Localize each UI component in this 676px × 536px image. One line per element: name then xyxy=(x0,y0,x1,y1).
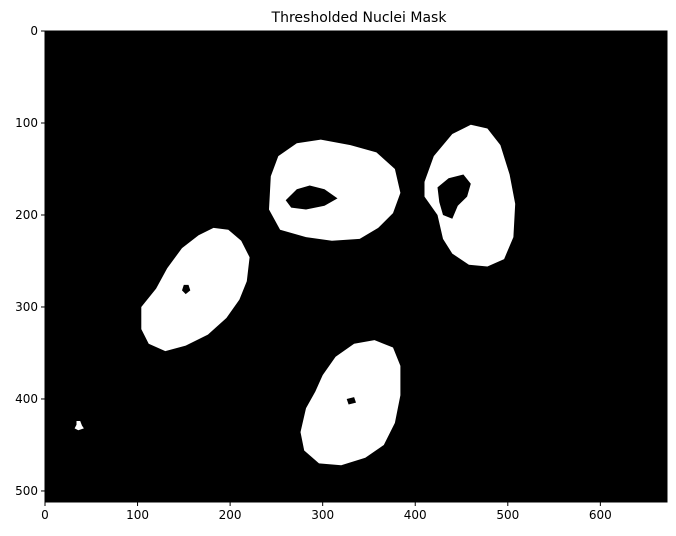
y-tick-label: 300 xyxy=(15,300,38,314)
x-axis: 0 100 200 300 400 500 600 xyxy=(41,502,612,522)
x-tick-label: 100 xyxy=(126,508,149,522)
speck xyxy=(74,421,84,431)
x-tick-label: 500 xyxy=(496,508,519,522)
nucleus-2 xyxy=(269,139,401,241)
nucleus-1 xyxy=(141,227,250,352)
y-tick-label: 400 xyxy=(15,392,38,406)
axes-frame xyxy=(44,30,668,503)
y-tick-label: 100 xyxy=(15,116,38,130)
x-tick-label: 200 xyxy=(219,508,242,522)
y-tick-label: 500 xyxy=(15,484,38,498)
plot-area xyxy=(44,30,668,503)
y-axis: 0 100 200 300 400 500 xyxy=(15,24,45,498)
x-tick-label: 400 xyxy=(404,508,427,522)
y-tick-label: 0 xyxy=(30,24,38,38)
x-tick-label: 300 xyxy=(311,508,334,522)
chart-title: Thresholded Nuclei Mask xyxy=(271,10,448,26)
x-tick-label: 0 xyxy=(41,508,49,522)
x-tick-label: 600 xyxy=(589,508,612,522)
nuclei-layer xyxy=(74,124,516,466)
nucleus-3 xyxy=(424,124,516,267)
y-tick-label: 200 xyxy=(15,208,38,222)
nucleus-4 xyxy=(300,340,401,466)
